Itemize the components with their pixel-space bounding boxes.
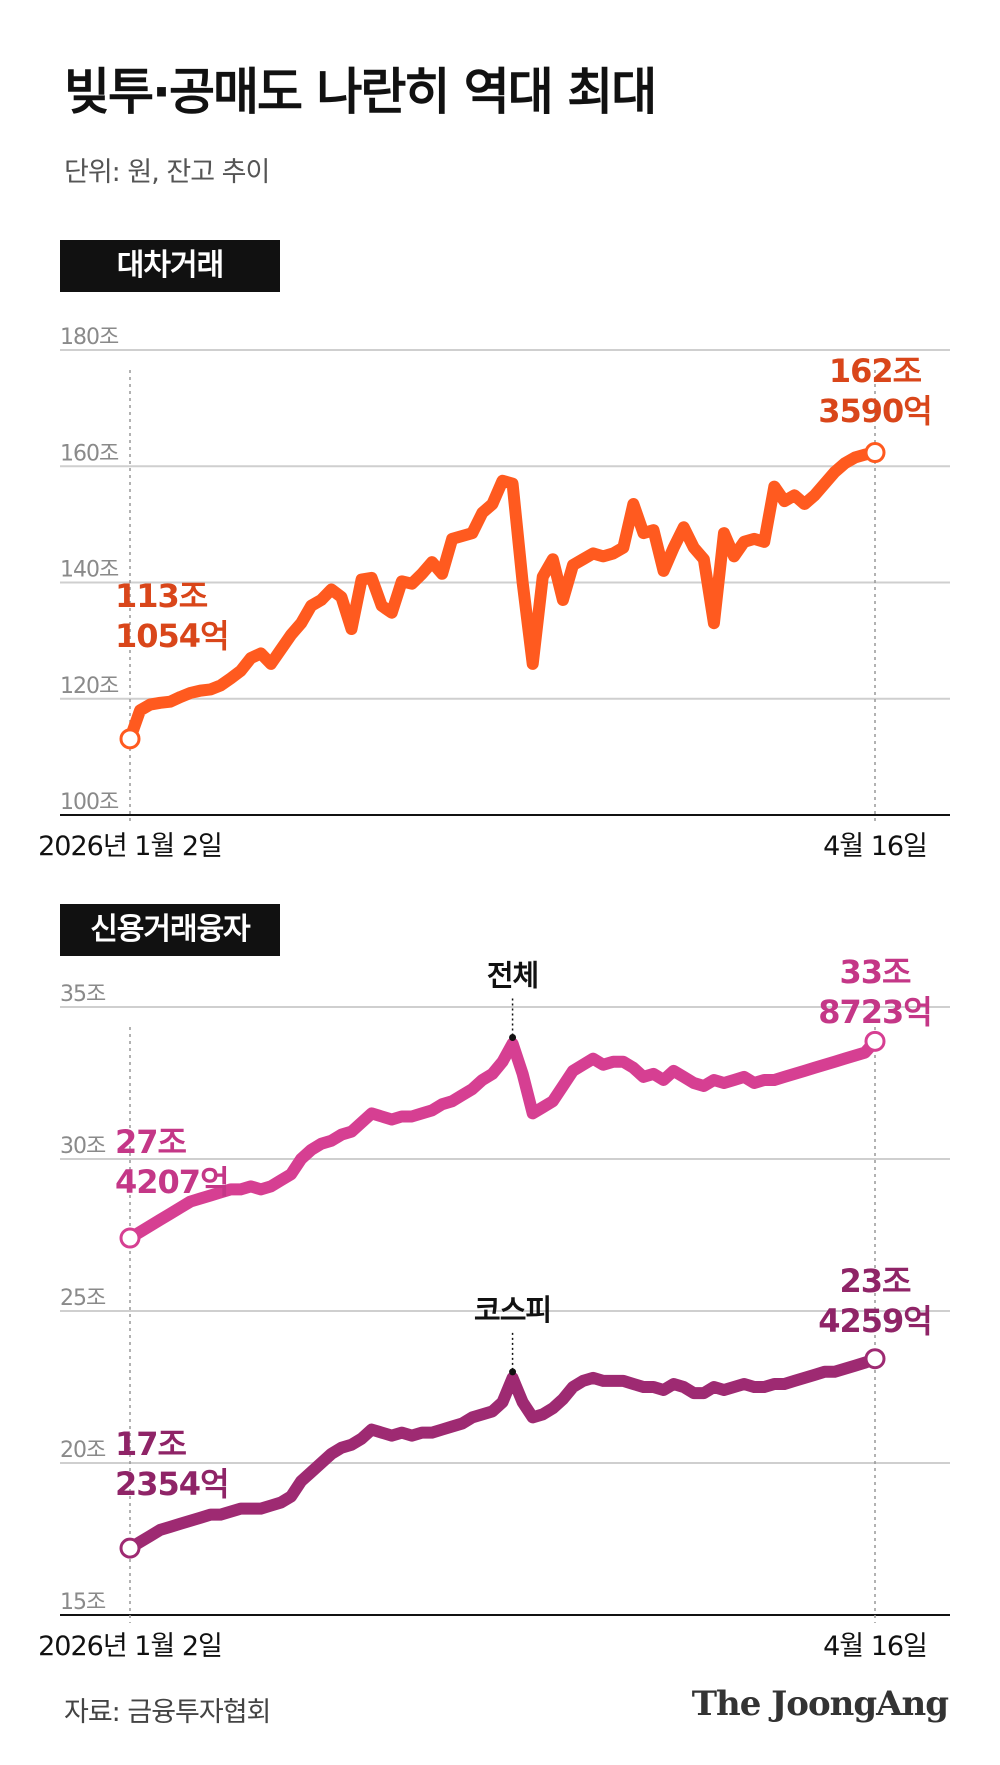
x-tick-label: 4월 16일 bbox=[823, 831, 927, 862]
end-value-label: 4259억 bbox=[818, 1302, 932, 1340]
y-tick-label: 15조 bbox=[60, 1590, 106, 1615]
y-tick-label: 25조 bbox=[60, 1286, 106, 1311]
page-title: 빚투·공매도 나란히 역대 최대 bbox=[64, 63, 657, 121]
y-tick-label: 180조 bbox=[60, 325, 119, 350]
y-tick-label: 120조 bbox=[60, 674, 119, 699]
y-tick-label: 30조 bbox=[60, 1134, 106, 1159]
end-value-label: 162조 bbox=[829, 352, 922, 390]
annotation-dot bbox=[509, 1033, 517, 1041]
y-tick-label: 140조 bbox=[60, 558, 119, 583]
series-annotation-label: 전체 bbox=[487, 958, 538, 992]
y-tick-label: 160조 bbox=[60, 441, 119, 466]
annotation-dot bbox=[509, 1368, 517, 1376]
end-value-label: 23조 bbox=[840, 1262, 912, 1300]
end-point-marker bbox=[864, 442, 886, 464]
start-value-label: 27조 bbox=[115, 1123, 187, 1161]
end-value-label: 3590억 bbox=[818, 392, 932, 430]
end-value-label: 33조 bbox=[840, 955, 912, 991]
start-point-marker bbox=[119, 728, 141, 750]
credit-loan-chart: 15조 20조 25조 30조 35조 2026년 1월 2일 4월 16일 27조4207억… bbox=[38, 955, 950, 1662]
series-annotation-label: 코스피 bbox=[474, 1293, 551, 1327]
start-point-marker bbox=[119, 1537, 141, 1559]
x-tick-label: 2026년 1월 2일 bbox=[38, 1631, 222, 1662]
series-line bbox=[124, 446, 881, 745]
y-tick-label: 35조 bbox=[60, 982, 106, 1007]
y-tick-label: 20조 bbox=[60, 1438, 106, 1463]
credit-loan-section-label: 신용거래융자 bbox=[60, 904, 280, 956]
start-value-label: 17조 bbox=[115, 1425, 187, 1463]
start-value-label: 113조 bbox=[115, 577, 208, 615]
x-tick-label: 2026년 1월 2일 bbox=[38, 831, 222, 862]
x-tick-label: 4월 16일 bbox=[823, 1631, 927, 1662]
series-line bbox=[124, 1035, 881, 1245]
start-value-label: 4207억 bbox=[115, 1163, 229, 1201]
start-value-label: 1054억 bbox=[115, 617, 229, 655]
source-note: 자료: 금융투자협회 bbox=[64, 1697, 271, 1728]
lending-section-label: 대차거래 bbox=[60, 240, 280, 292]
series-line bbox=[124, 1352, 881, 1555]
start-point-marker bbox=[119, 1227, 141, 1249]
end-point-marker bbox=[864, 1348, 886, 1370]
unit-subtitle: 단위: 원, 잔고 추이 bbox=[64, 157, 270, 188]
end-value-label: 8723억 bbox=[818, 993, 932, 1031]
lending-balance-chart: 100조 120조 140조 160조 180조 2026년 1월 2일 4월 16일 113… bbox=[38, 325, 950, 862]
end-point-marker bbox=[864, 1030, 886, 1052]
y-tick-label: 100조 bbox=[60, 790, 119, 815]
publisher-logo: The JoongAng bbox=[691, 1684, 949, 1724]
start-value-label: 2354억 bbox=[115, 1465, 229, 1503]
